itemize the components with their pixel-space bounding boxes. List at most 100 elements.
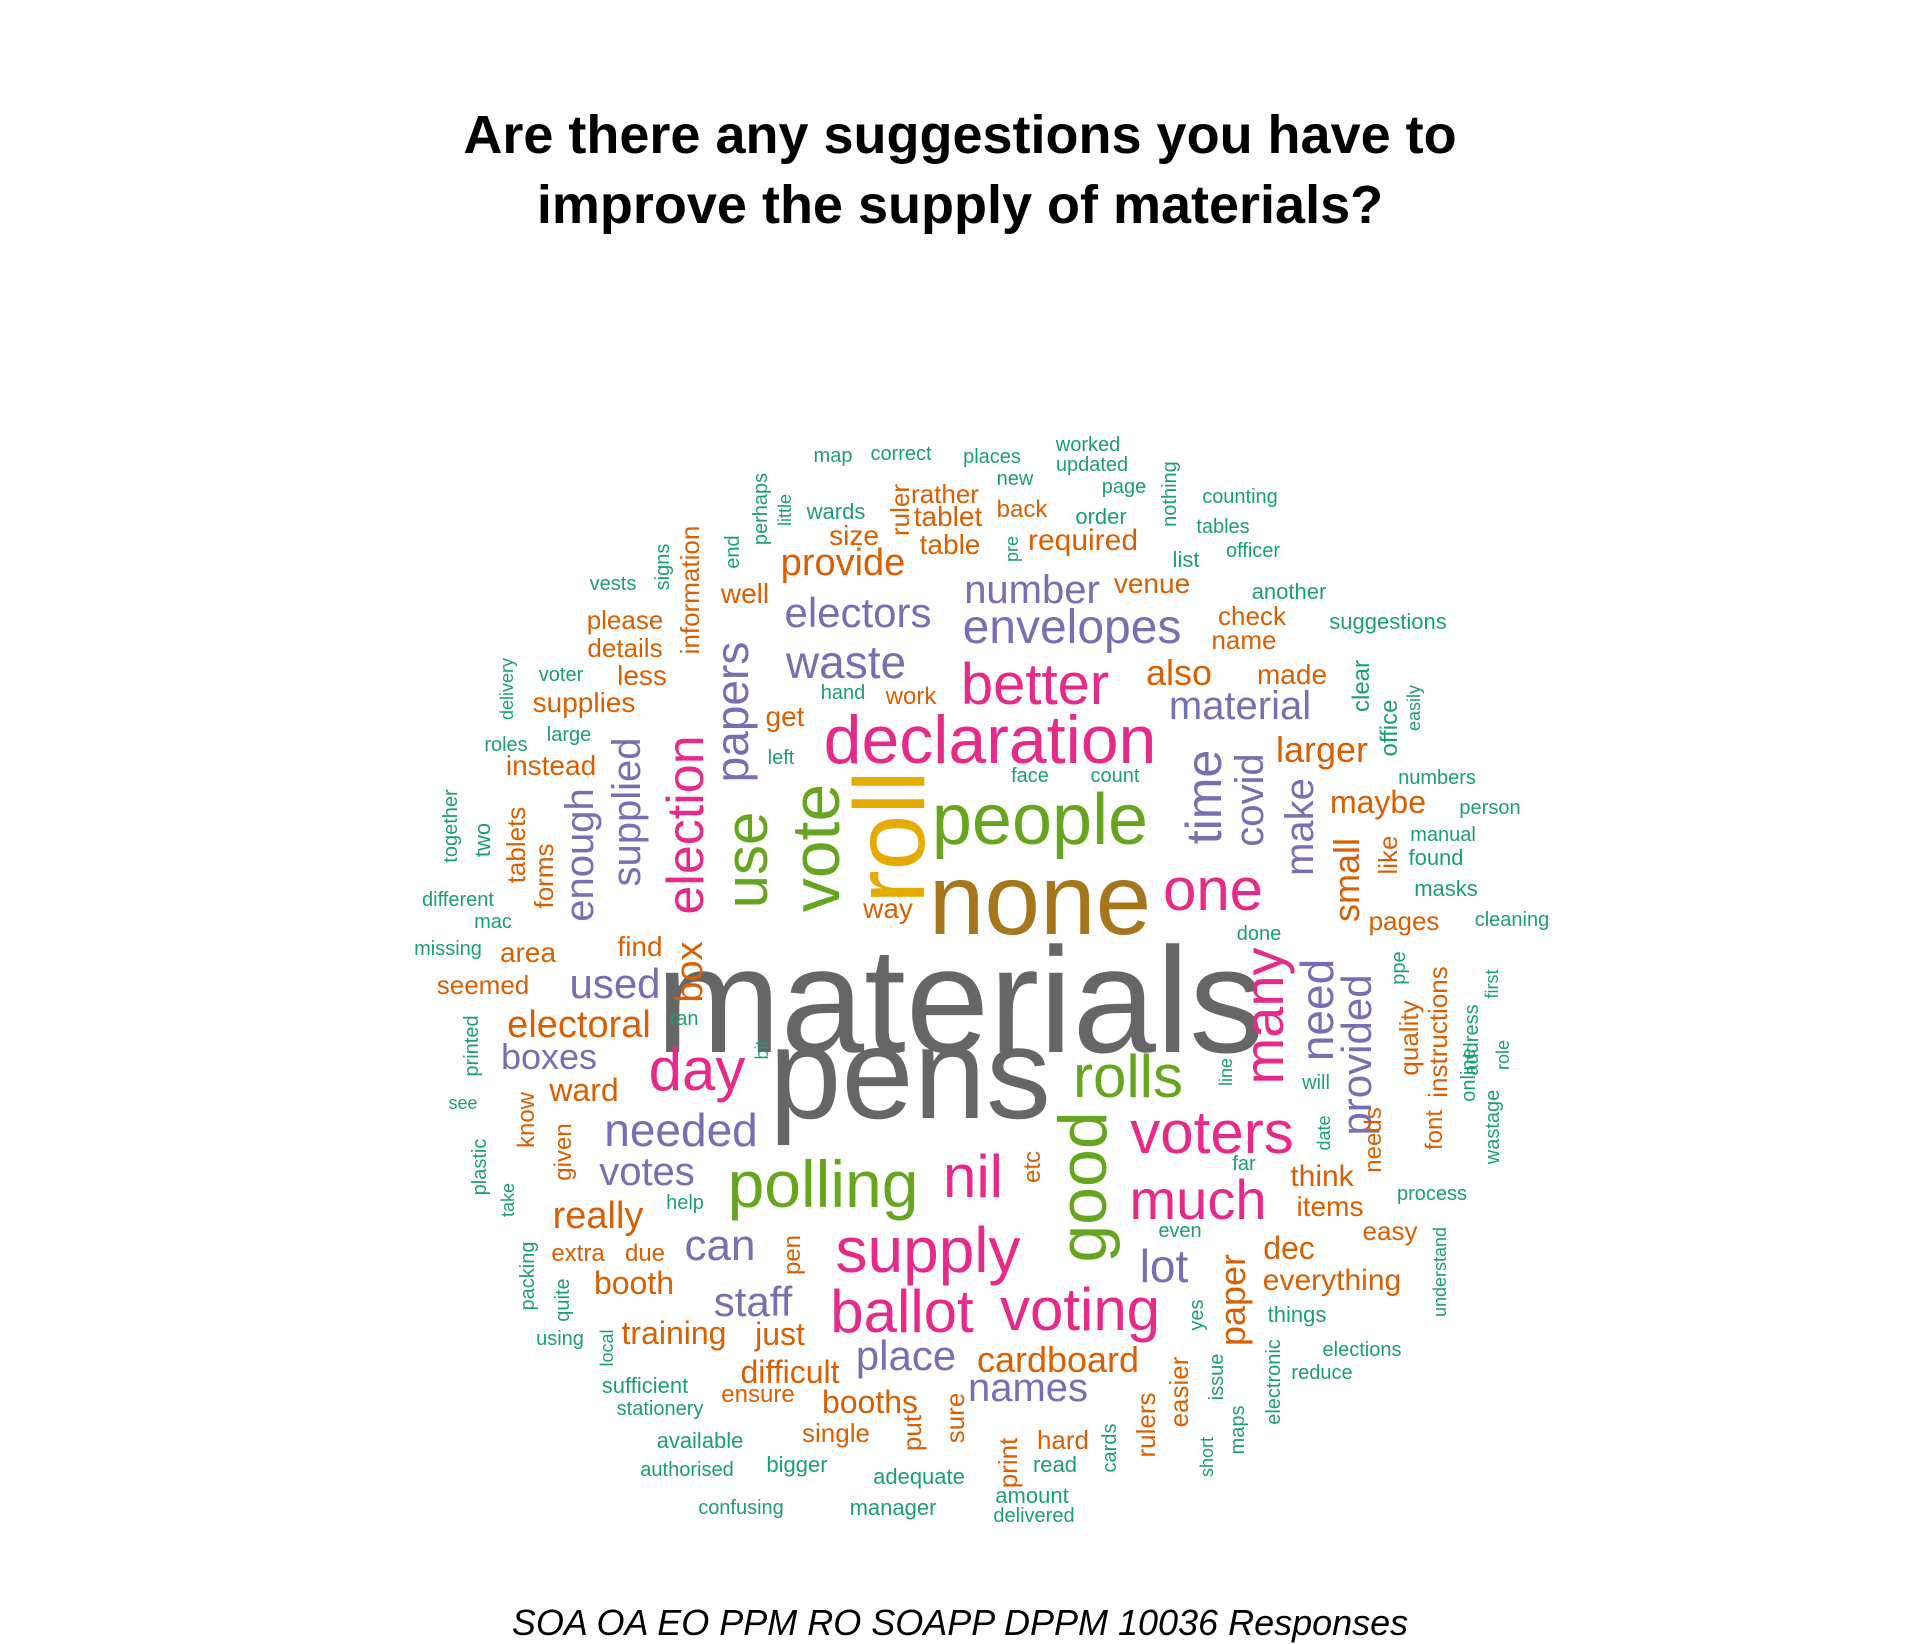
cloud-word-hard: hard <box>1036 1425 1090 1455</box>
cloud-word-roll: roll <box>834 770 946 904</box>
cloud-word-large: large <box>546 724 592 746</box>
cloud-word-print: print <box>993 1437 1023 1489</box>
cloud-word-really: really <box>552 1195 644 1237</box>
cloud-word-none: none <box>928 844 1152 956</box>
cloud-word-authorised: authorised <box>640 1459 734 1481</box>
cloud-word-single: single <box>802 1418 870 1448</box>
cloud-word-think: think <box>1290 1160 1354 1193</box>
cloud-word-know: know <box>513 1091 540 1149</box>
cloud-word-small: small <box>1326 837 1367 923</box>
cloud-word-nil: nil <box>942 1143 1004 1210</box>
cloud-word-voter: voter <box>538 664 584 686</box>
cloud-word-waste: waste <box>785 636 907 688</box>
cloud-word-material: material <box>1168 684 1312 728</box>
cloud-word-hand: hand <box>820 682 866 704</box>
cloud-word-better: better <box>960 652 1110 717</box>
cloud-word-supplied: supplied <box>605 737 649 887</box>
cloud-word-reduce: reduce <box>1291 1362 1353 1384</box>
cloud-word-date: date <box>1314 1115 1334 1151</box>
cloud-word-people: people <box>931 780 1149 860</box>
cloud-word-ensure: ensure <box>721 1381 795 1408</box>
cloud-word-day: day <box>648 1036 746 1103</box>
cloud-word-lot: lot <box>1139 1240 1189 1292</box>
cloud-word-ballot: ballot <box>830 1278 974 1345</box>
cloud-word-packing: packing <box>517 1241 539 1311</box>
cloud-word-instructions: instructions <box>1423 966 1453 1098</box>
cloud-word-map: map <box>813 445 853 467</box>
cloud-word-cards: cards <box>1099 1423 1121 1473</box>
title-line-1: Are there any suggestions you have to <box>463 105 1457 165</box>
cloud-word-less: less <box>617 660 667 691</box>
cloud-word-font: font <box>1421 1109 1448 1151</box>
cloud-word-sure: sure <box>940 1392 970 1444</box>
cloud-word-page: page <box>1101 476 1147 498</box>
cloud-word-envelopes: envelopes <box>962 601 1182 654</box>
cloud-word-see: see <box>448 1093 478 1113</box>
cloud-word-electors: electors <box>784 589 932 636</box>
cloud-word-ppe: ppe <box>1388 951 1410 985</box>
cloud-word-tables: tables <box>1196 516 1250 538</box>
cloud-word-votes: votes <box>599 1150 695 1194</box>
cloud-word-pages: pages <box>1368 906 1440 936</box>
cloud-word-process: process <box>1396 1183 1468 1205</box>
cloud-word-pen: pen <box>779 1234 806 1276</box>
cloud-word-name: name <box>1211 625 1277 655</box>
cloud-word-vests: vests <box>589 573 637 595</box>
cloud-word-find: find <box>617 931 663 962</box>
cloud-word-stationery: stationery <box>616 1398 704 1420</box>
cloud-word-line: line <box>1216 1057 1236 1087</box>
cloud-word-plastic: plastic <box>469 1138 491 1196</box>
cloud-word-even: even <box>1158 1220 1202 1242</box>
cloud-word-places: places <box>963 446 1021 468</box>
cloud-word-training: training <box>621 1315 727 1351</box>
cloud-word-made: made <box>1256 659 1328 690</box>
cloud-word-size: size <box>829 520 879 551</box>
cloud-word-first: first <box>1482 969 1502 999</box>
cloud-word-found: found <box>1408 845 1464 870</box>
cloud-word-person: person <box>1459 797 1521 819</box>
cloud-word-easy: easy <box>1362 1216 1418 1246</box>
cloud-word-well: well <box>720 578 770 609</box>
cloud-word-enough: enough <box>558 788 602 922</box>
cloud-word-booths: booths <box>821 1384 919 1420</box>
cloud-word-office: office <box>1376 699 1403 757</box>
cloud-word-signs: signs <box>652 543 674 591</box>
cloud-word-take: take <box>498 1182 518 1218</box>
cloud-word-together: together <box>440 789 462 863</box>
cloud-word-worked: worked <box>1055 434 1121 456</box>
cloud-word-quite: quite <box>552 1278 574 1322</box>
cloud-word-due: due <box>624 1240 666 1267</box>
cloud-word-time: time <box>1176 749 1232 845</box>
cloud-word-officer: officer <box>1225 540 1281 562</box>
cloud-word-numbers: numbers <box>1398 767 1476 789</box>
cloud-word-read: read <box>1032 1452 1078 1477</box>
cloud-word-forms: forms <box>529 843 559 909</box>
cloud-word-quality: quality <box>1394 1000 1424 1076</box>
cloud-word-voting: voting <box>999 1276 1161 1343</box>
cloud-word-new: new <box>996 468 1034 490</box>
cloud-word-tablet: tablet <box>913 501 983 532</box>
cloud-word-use: use <box>713 811 780 909</box>
cloud-word-order: order <box>1075 504 1127 529</box>
cloud-word-confusing: confusing <box>698 1497 784 1519</box>
cloud-word-far: far <box>1232 1153 1256 1175</box>
cloud-word-larger: larger <box>1275 729 1369 770</box>
cloud-word-polling: polling <box>727 1147 919 1221</box>
cloud-word-good: good <box>1045 1111 1121 1263</box>
cloud-word-little: little <box>775 493 795 527</box>
cloud-word-yes: yes <box>1186 1299 1208 1331</box>
cloud-word-things: things <box>1267 1302 1327 1327</box>
cloud-word-boxes: boxes <box>500 1036 598 1077</box>
cloud-word-vote: vote <box>778 783 854 913</box>
title-line-2: improve the supply of materials? <box>536 175 1384 235</box>
cloud-word-will: will <box>1302 1072 1330 1094</box>
cloud-word-box: box <box>669 941 711 1003</box>
cloud-word-local: local <box>597 1329 617 1367</box>
cloud-word-using: using <box>536 1328 584 1350</box>
cloud-word-sufficient: sufficient <box>601 1373 689 1398</box>
cloud-word-materials: materials <box>655 916 1265 1084</box>
cloud-word-help: help <box>666 1192 704 1214</box>
cloud-word-issue: issue <box>1206 1353 1228 1401</box>
cloud-word-please: please <box>586 605 664 635</box>
